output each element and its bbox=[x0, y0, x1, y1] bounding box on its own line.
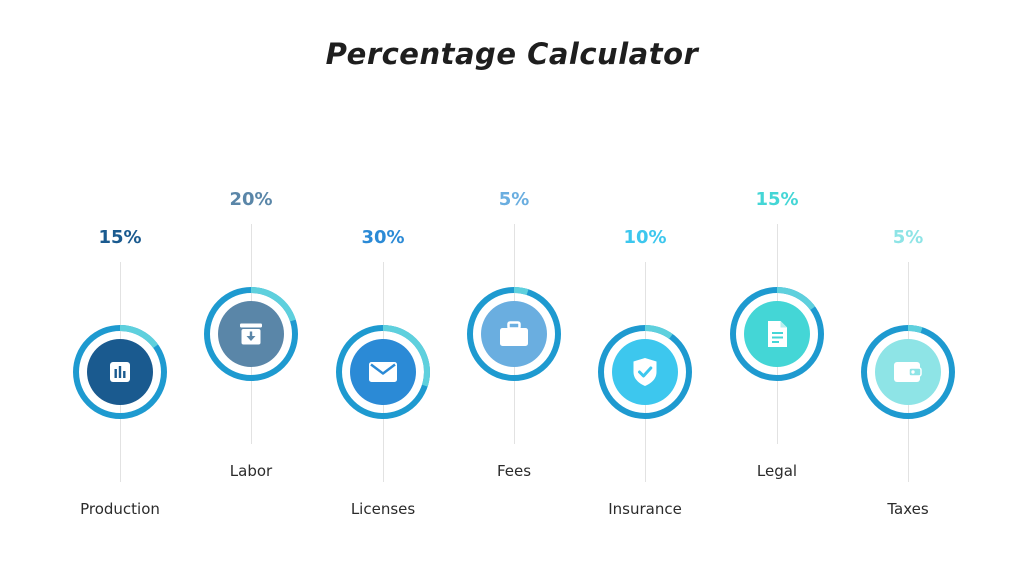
ring-progress-arc bbox=[467, 287, 561, 381]
ring-progress-arc bbox=[204, 287, 298, 381]
document-icon bbox=[759, 316, 795, 352]
shield-check-icon bbox=[627, 354, 663, 390]
item-label: Licenses bbox=[350, 500, 416, 518]
ring-progress-arc bbox=[598, 325, 692, 419]
briefcase-icon bbox=[496, 316, 532, 352]
progress-ring bbox=[72, 324, 168, 420]
page-title: Percentage Calculator bbox=[325, 37, 699, 71]
item-label: Production bbox=[80, 500, 160, 518]
progress-ring bbox=[203, 286, 299, 382]
progress-ring bbox=[335, 324, 431, 420]
envelope-icon bbox=[365, 354, 401, 390]
ring-progress-arc bbox=[861, 325, 955, 419]
item-label: Fees bbox=[496, 462, 532, 480]
item-label: Legal bbox=[756, 462, 798, 480]
progress-ring bbox=[466, 286, 562, 382]
progress-ring bbox=[597, 324, 693, 420]
bar-chart-icon bbox=[102, 354, 138, 390]
item-label: Taxes bbox=[887, 500, 929, 518]
percent-value: 15% bbox=[755, 189, 799, 210]
ring-progress-arc bbox=[730, 287, 824, 381]
percent-value: 5% bbox=[498, 189, 530, 210]
ring-progress-arc bbox=[336, 325, 430, 419]
percent-value: 20% bbox=[229, 189, 273, 210]
percent-value: 10% bbox=[623, 227, 667, 248]
item-label: Insurance bbox=[608, 500, 682, 518]
archive-box-icon bbox=[233, 316, 269, 352]
percent-value: 15% bbox=[98, 227, 142, 248]
wallet-icon bbox=[890, 354, 926, 390]
progress-ring bbox=[729, 286, 825, 382]
progress-ring bbox=[860, 324, 956, 420]
percent-value: 5% bbox=[892, 227, 924, 248]
ring-progress-arc bbox=[73, 325, 167, 419]
percent-value: 30% bbox=[361, 227, 405, 248]
item-label: Labor bbox=[229, 462, 273, 480]
